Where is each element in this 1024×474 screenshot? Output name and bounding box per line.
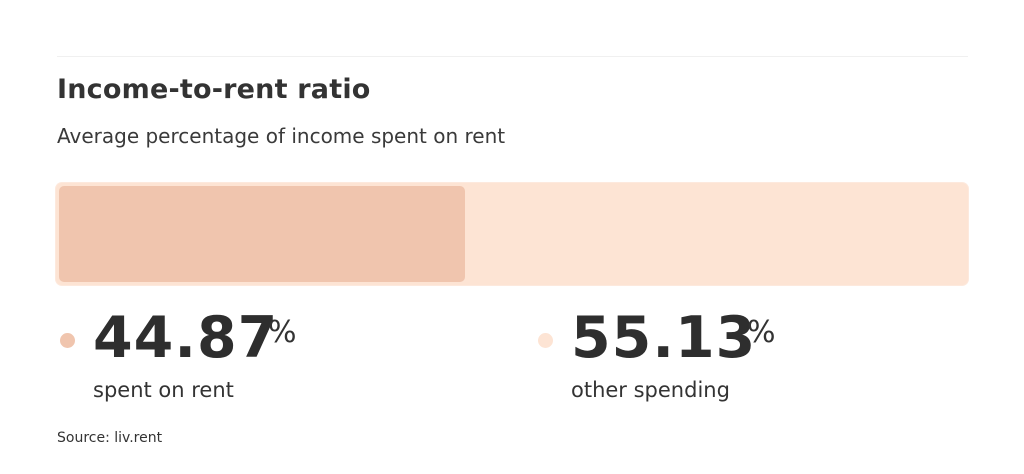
chart-title: Income-to-rent ratio <box>57 74 371 105</box>
rent-label: spent on rent <box>93 378 234 402</box>
source-note: Source: liv.rent <box>57 430 163 446</box>
other-percentage-value: 55.13 <box>571 305 757 371</box>
other-legend-dot-icon <box>538 333 553 348</box>
rent-segment <box>59 186 466 282</box>
top-divider <box>57 56 968 57</box>
rent-percent-unit: % <box>268 315 297 350</box>
other-label: other spending <box>571 378 730 402</box>
rent-legend-dot-icon <box>60 333 75 348</box>
rent-percentage-value: 44.87 <box>93 305 279 371</box>
other-percent-unit: % <box>747 315 776 350</box>
ratio-bar <box>56 183 968 285</box>
chart-subtitle: Average percentage of income spent on re… <box>57 124 506 148</box>
